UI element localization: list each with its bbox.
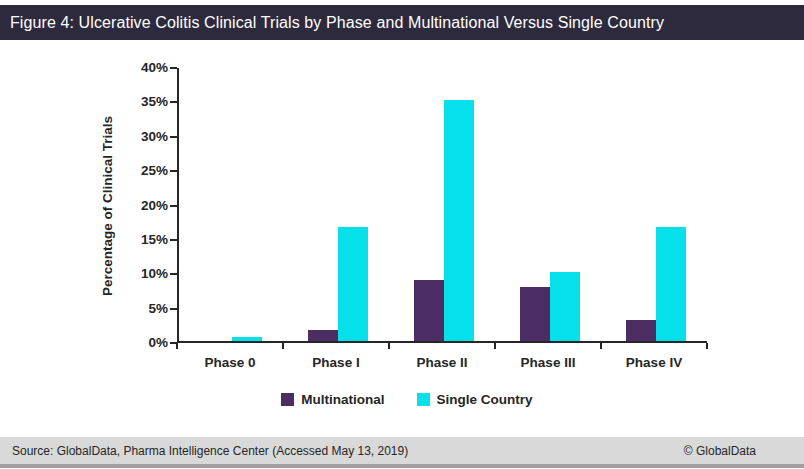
x-tick-mark (494, 343, 496, 349)
legend-item-single-country: Single Country (417, 392, 533, 407)
bar-multinational-phase-iv (626, 320, 656, 341)
bar-single-country-phase-ii (444, 100, 474, 341)
y-tick-mark (170, 239, 177, 241)
figure-title-bar: Figure 4: Ulcerative Colitis Clinical Tr… (0, 5, 804, 40)
footer-bar: Source: GlobalData, Pharma Intelligence … (0, 437, 804, 464)
x-category-label: Phase II (389, 355, 495, 370)
bar-multinational-phase-ii (414, 280, 444, 341)
y-tick-label: 0% (122, 335, 168, 351)
x-tick-mark (282, 343, 284, 349)
bar-single-country-phase-i (338, 227, 368, 341)
y-tick-mark (170, 205, 177, 207)
legend-label: Single Country (437, 392, 533, 407)
x-tick-mark (176, 343, 178, 349)
y-tick-label: 15% (122, 232, 168, 248)
bar-single-country-phase-iii (550, 272, 580, 341)
x-category-label: Phase III (495, 355, 601, 370)
figure-container: Figure 4: Ulcerative Colitis Clinical Tr… (0, 0, 804, 469)
figure-title: Figure 4: Ulcerative Colitis Clinical Tr… (10, 14, 664, 32)
plot-area (177, 68, 707, 343)
legend-label: Multinational (301, 392, 384, 407)
x-category-label: Phase IV (601, 355, 707, 370)
bar-multinational-phase-i (308, 330, 338, 341)
y-tick-mark (170, 101, 177, 103)
y-tick-label: 20% (122, 198, 168, 214)
legend: Multinational Single Country (177, 392, 637, 407)
y-tick-mark (170, 170, 177, 172)
bar-multinational-phase-iii (520, 287, 550, 341)
footer-source-text: Source: GlobalData, Pharma Intelligence … (12, 444, 408, 458)
chart-area: Percentage of Clinical Trials 0% 5% 10% 15%… (0, 40, 804, 430)
footer-accent-strip (0, 464, 804, 468)
y-tick-label: 5% (122, 301, 168, 317)
y-axis-title: Percentage of Clinical Trials (96, 68, 118, 343)
legend-swatch-multinational (281, 393, 294, 406)
y-tick-mark (170, 136, 177, 138)
bar-single-country-phase-0 (232, 337, 262, 341)
y-tick-label: 35% (122, 94, 168, 110)
y-tick-mark (170, 308, 177, 310)
y-tick-label: 40% (122, 60, 168, 76)
legend-item-multinational: Multinational (281, 392, 384, 407)
y-tick-label: 30% (122, 129, 168, 145)
legend-swatch-single-country (417, 393, 430, 406)
x-category-label: Phase I (283, 355, 389, 370)
x-tick-mark (600, 343, 602, 349)
y-tick-mark (170, 67, 177, 69)
x-category-label: Phase 0 (177, 355, 283, 370)
footer-copyright: © GlobalData (684, 444, 756, 458)
y-tick-mark (170, 273, 177, 275)
x-tick-mark (388, 343, 390, 349)
bar-single-country-phase-iv (656, 227, 686, 341)
y-tick-label: 10% (122, 266, 168, 282)
y-tick-label: 25% (122, 163, 168, 179)
x-tick-mark (706, 343, 708, 349)
